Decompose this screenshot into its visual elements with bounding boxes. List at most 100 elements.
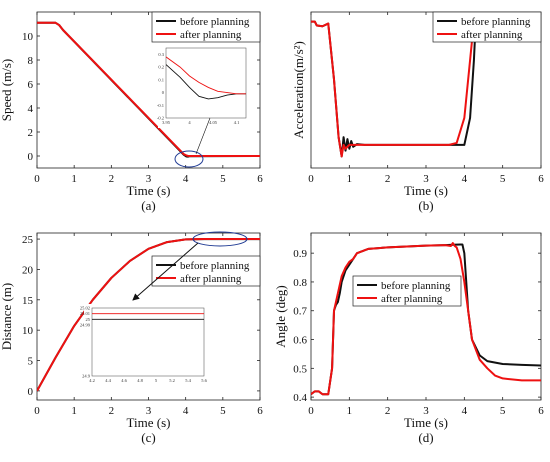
plot-frame	[310, 232, 542, 401]
x-tick-label: 3	[423, 405, 429, 417]
y-tick-label: 25	[22, 234, 34, 246]
y-tick-label: 0	[28, 386, 34, 398]
inset-y-tick-label: 24.9	[82, 374, 91, 379]
x-tick-label: 4	[462, 173, 468, 185]
legend-label-after: after planning	[381, 293, 443, 305]
inset-x-tick-label: 4.2	[89, 378, 95, 383]
zoom-connector-a	[195, 117, 211, 155]
inset-y-tick-label: 0.2	[158, 65, 164, 70]
inset-frame	[165, 47, 247, 119]
y-tick-label: 0.6	[293, 335, 307, 347]
x-tick-label: 5	[220, 405, 226, 417]
inset-x-tick-label: 5	[155, 378, 158, 383]
x-tick-label: 4	[183, 405, 189, 417]
legend-box	[151, 255, 261, 287]
y-tick-label: 2	[28, 127, 34, 139]
legend-label-after: after planning	[180, 273, 242, 285]
x-tick-label: 0	[34, 173, 40, 185]
x-axis-label: Time (s)	[127, 183, 171, 198]
y-axis-label: Speed (m/s)	[0, 59, 14, 121]
y-tick-label: 20	[22, 264, 34, 276]
x-axis-label: Time (s)	[127, 415, 171, 430]
panel-c: 0 1 2 3 4 5 6 0 5 10 15 20 25 Time (s) Distance (m) (c)…	[0, 232, 263, 445]
inset-y-tick-label: 0	[162, 90, 165, 95]
y-tick-label: 5	[28, 356, 34, 368]
inset-background	[84, 304, 210, 386]
x-tick-label: 2	[109, 173, 115, 185]
y-tick-label: 6	[28, 79, 34, 91]
x-tick-label: 1	[347, 173, 353, 185]
x-tick-label: 1	[71, 405, 77, 417]
y-tick-label: 10	[22, 325, 34, 337]
inset-y-tick-label: 25.02	[80, 306, 90, 311]
panel-label: (c)	[141, 430, 155, 445]
y-tick-label: 8	[28, 55, 34, 67]
legend-box	[352, 275, 462, 307]
inset-x-tick-label: 4.6	[121, 378, 127, 383]
y-tick-label: 0.8	[293, 277, 307, 289]
inset-y-tick-label: 25.01	[80, 311, 90, 316]
legend-box	[432, 11, 542, 43]
legend-label-after: after planning	[180, 29, 242, 41]
x-tick-label: 5	[500, 405, 506, 417]
panel-label: (d)	[418, 430, 433, 445]
inset-y-tick-label: 24.99	[80, 323, 91, 328]
inset-y-tick-label: 0.3	[158, 52, 164, 57]
x-tick-label: 6	[257, 173, 263, 185]
y-tick-label: 0.5	[293, 363, 307, 375]
panel-b: 0 1 2 3 4 5 6 Time (s) Acceleration(m/s²) (b) befo…	[291, 11, 544, 213]
x-tick-label: 6	[538, 173, 544, 185]
x-tick-label: 6	[257, 405, 263, 417]
inset-y-tick-label: 25	[86, 317, 91, 322]
x-tick-label: 4	[462, 405, 468, 417]
x-tick-label: 2	[385, 405, 391, 417]
series-line-after	[37, 238, 260, 392]
zoom-ellipse-c	[192, 231, 248, 247]
inset-x-tick-label: 5.2	[169, 378, 175, 383]
y-axis-label: Acceleration(m/s²)	[291, 41, 306, 139]
legend-label-after: after planning	[461, 29, 523, 41]
zoom-markers	[132, 117, 248, 301]
inset-x-tick-label: 5.4	[185, 378, 191, 383]
y-tick-label: 15	[22, 295, 34, 307]
panel-label: (b)	[418, 198, 433, 213]
inset-x-tick-label: 4.05	[209, 120, 218, 125]
y-tick-label: 0.4	[293, 392, 307, 404]
zoom-ellipse-a	[174, 150, 204, 168]
inset-series-line-after	[166, 56, 246, 95]
inset-a: 3.95 4 4.05 4.1 0.3 0.2 0.1 0 -0.1 -0.2	[157, 44, 252, 128]
legend-label-before: before planning	[461, 16, 531, 28]
y-axis-label: Angle (deg)	[273, 285, 288, 347]
inset-y-tick-label: -0.2	[157, 116, 164, 121]
legend-label-before: before planning	[381, 280, 451, 292]
inset-y-tick-label: -0.1	[157, 103, 164, 108]
x-tick-label: 1	[347, 405, 353, 417]
y-tick-label: 0.7	[293, 306, 307, 318]
x-tick-label: 3	[423, 173, 429, 185]
x-tick-label: 5	[500, 173, 506, 185]
y-tick-label: 0.9	[293, 248, 307, 260]
legend-label-before: before planning	[180, 16, 250, 28]
inset-x-tick-label: 4.8	[137, 378, 143, 383]
series-line-after	[311, 242, 541, 396]
x-tick-label: 6	[538, 405, 544, 417]
series-line-after	[37, 21, 260, 157]
x-tick-label: 1	[71, 173, 77, 185]
x-tick-label: 0	[34, 405, 40, 417]
x-tick-label: 0	[308, 405, 314, 417]
inset-x-tick-label: 4	[188, 120, 191, 125]
panel-d: 0 1 2 3 4 5 6 0.4 0.5 0.6 0.7 0.8 0.9 Time (s) Angle (…	[273, 232, 544, 445]
inset-y-tick-label: 0.1	[158, 77, 164, 82]
panel-a: 0 1 2 3 4 5 6 0 2 4 6 8 10 Time (s) Speed (m/s) (a) befo…	[0, 11, 263, 213]
x-tick-label: 5	[220, 173, 226, 185]
x-tick-label: 3	[146, 405, 152, 417]
zoom-arrow-c	[132, 242, 199, 301]
x-tick-label: 4	[183, 173, 189, 185]
inset-x-tick-label: 3.95	[162, 120, 171, 125]
inset-frame	[91, 307, 205, 377]
